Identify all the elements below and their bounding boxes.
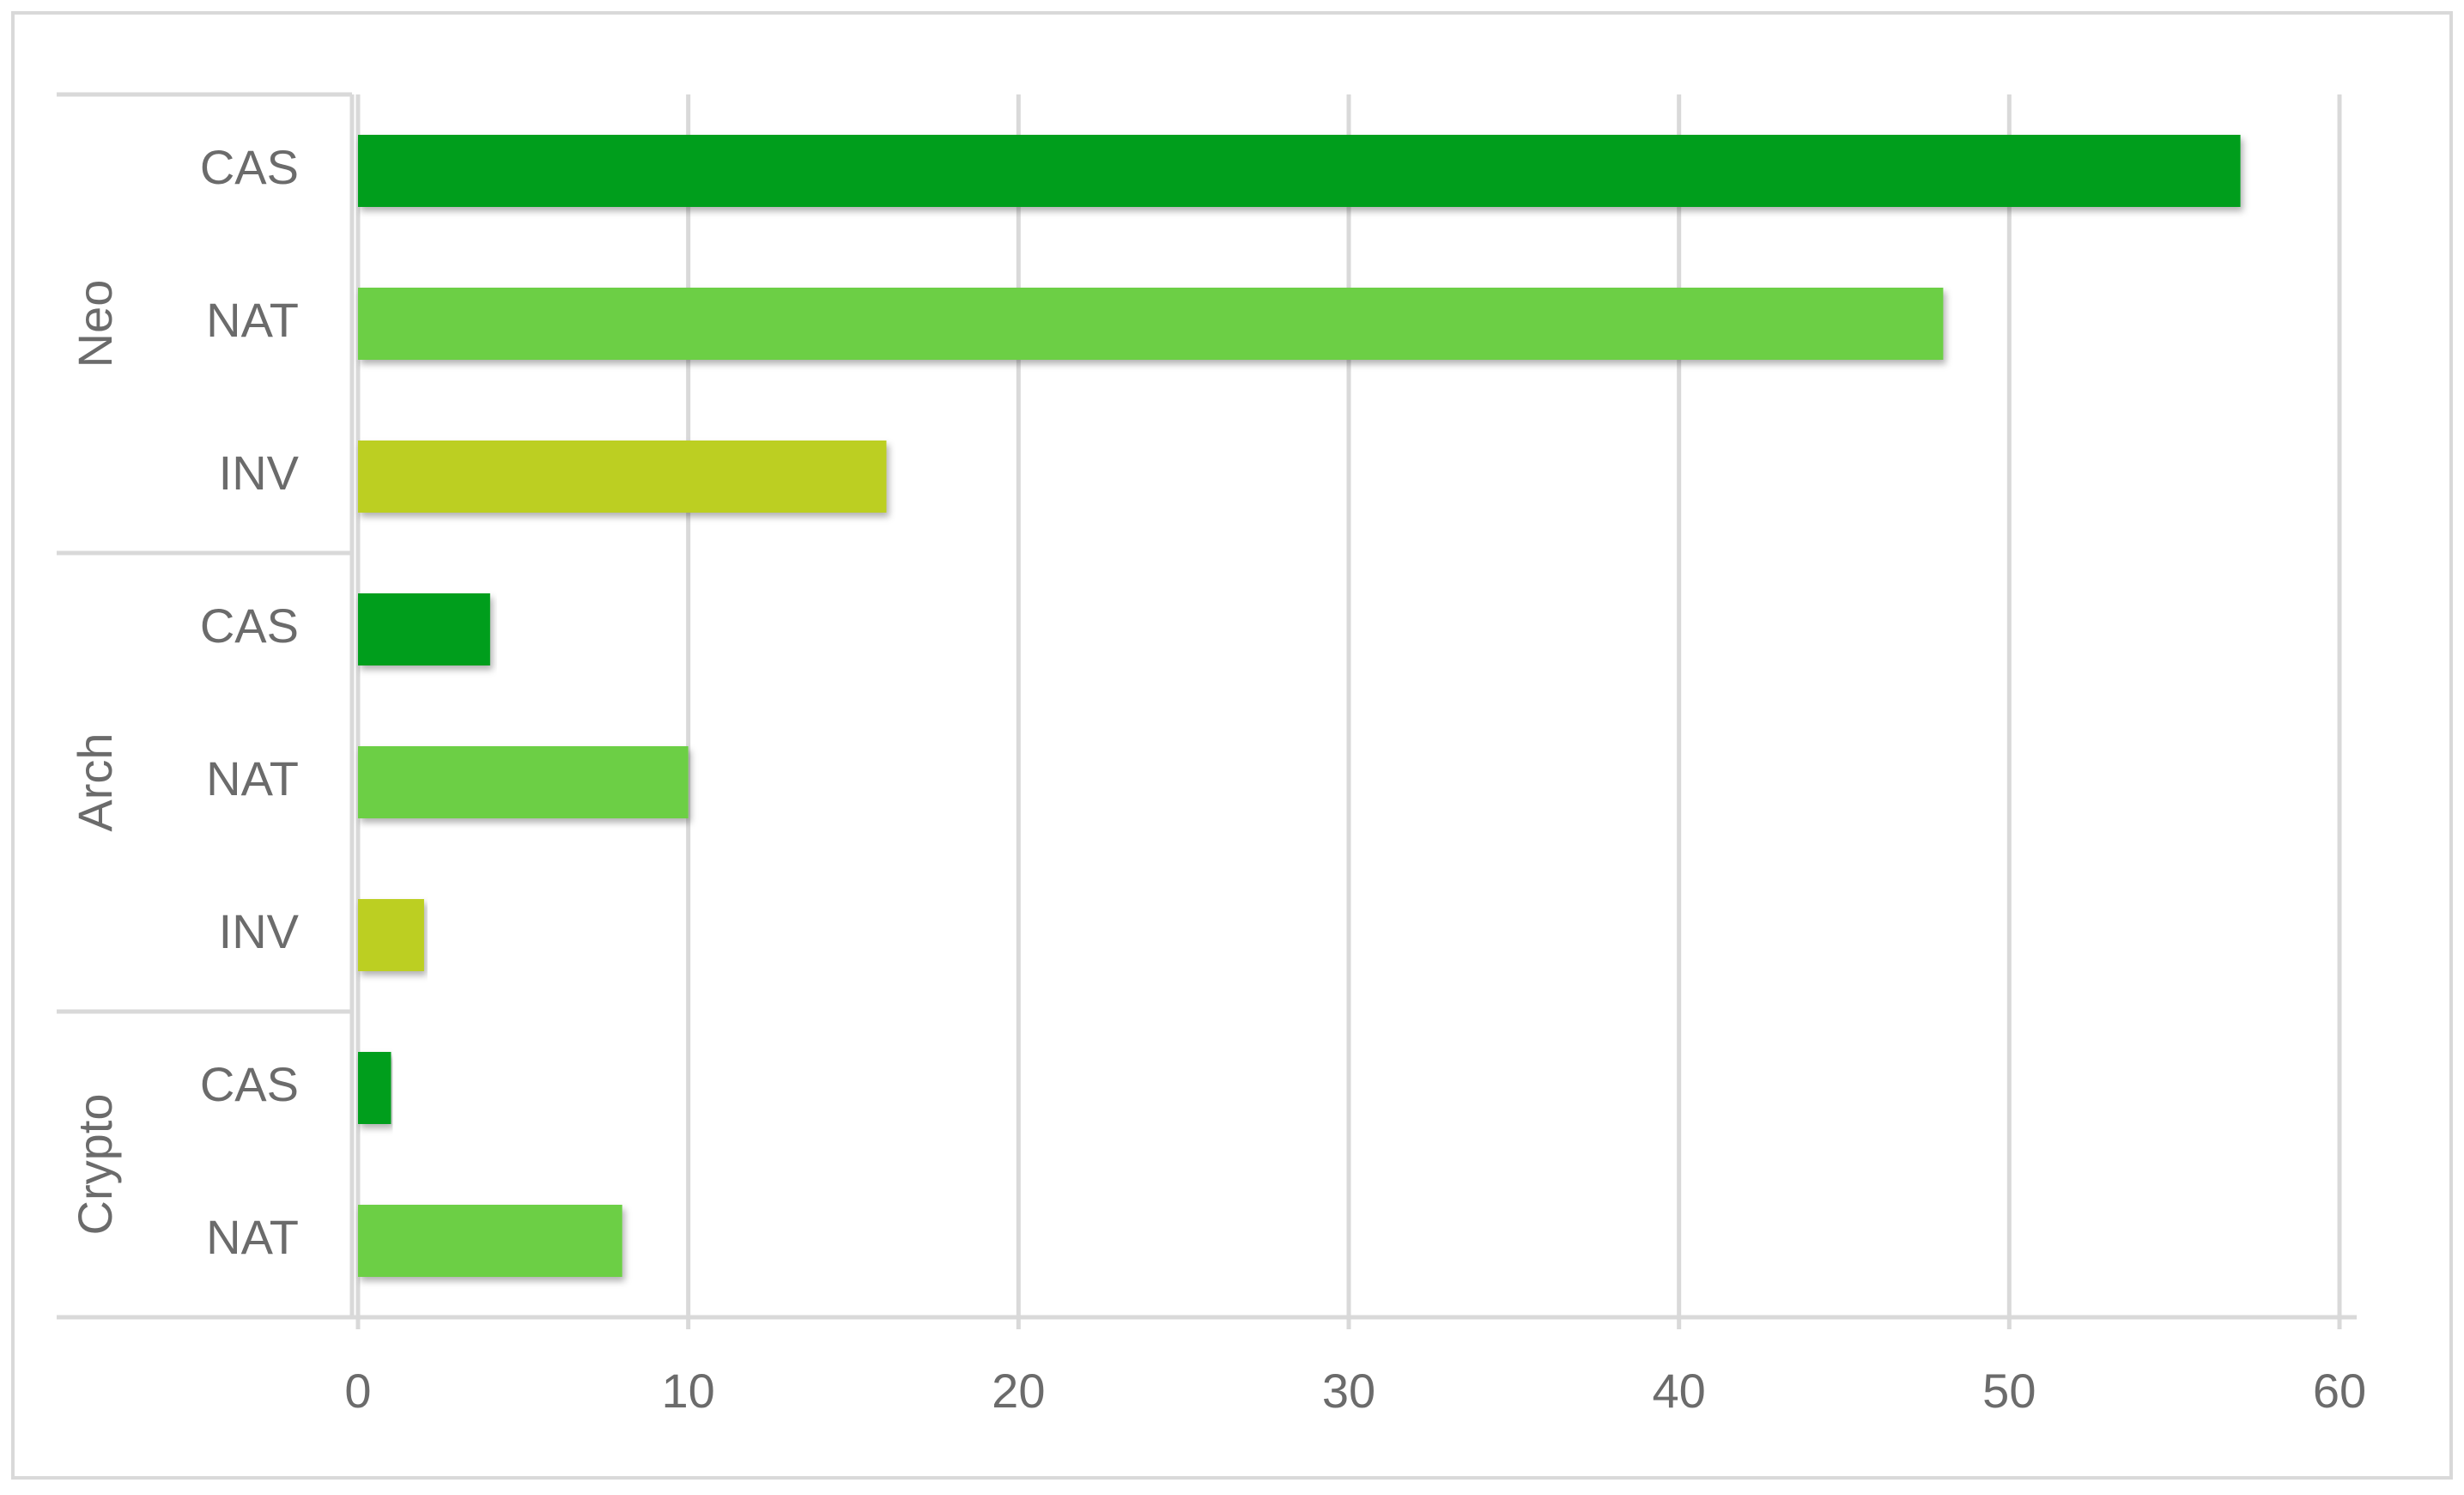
group-label: Neo [68,280,122,368]
bar [358,746,689,818]
bar [358,288,1944,360]
bar [358,135,2241,207]
bar [358,1052,391,1124]
y-tick-label: CAS [200,140,299,194]
x-tick-label: 0 [344,1364,371,1418]
y-tick-label: NAT [206,1210,299,1264]
y-tick-label: NAT [206,751,299,805]
y-tick-label: INV [219,904,300,958]
y-tick-label: CAS [200,599,299,653]
bar [358,899,424,971]
bar [358,441,887,513]
x-tick-label: 10 [662,1364,715,1418]
y-tick-label: CAS [200,1057,299,1111]
bar [358,593,490,665]
group-label: Arch [68,732,122,831]
x-tick-label: 60 [2313,1364,2366,1418]
y-tick-label: NAT [206,293,299,347]
y-tick-label: INV [219,446,300,500]
x-tick-label: 40 [1653,1364,1706,1418]
group-label: Crypto [68,1094,122,1236]
x-tick-label: 50 [1982,1364,2036,1418]
bar [358,1205,622,1277]
x-tick-label: 30 [1322,1364,1375,1418]
x-tick-label: 20 [992,1364,1045,1418]
